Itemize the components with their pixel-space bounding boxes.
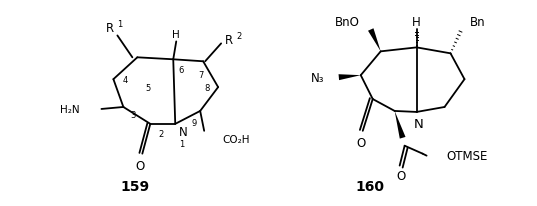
Text: H: H (412, 16, 421, 29)
Text: 2: 2 (158, 130, 164, 139)
Text: O: O (136, 159, 145, 172)
Text: BnO: BnO (335, 16, 360, 29)
Text: 1: 1 (179, 139, 184, 149)
Text: R: R (106, 22, 114, 35)
Text: 1: 1 (117, 20, 122, 29)
Text: O: O (396, 169, 405, 182)
Text: 2: 2 (236, 32, 242, 41)
Text: O: O (356, 137, 365, 150)
Text: N: N (179, 126, 187, 139)
Text: 6: 6 (178, 66, 184, 74)
Text: 160: 160 (355, 180, 384, 193)
Polygon shape (368, 29, 381, 52)
Text: N₃: N₃ (311, 71, 325, 84)
Text: CO₂H: CO₂H (222, 134, 250, 144)
Text: 4: 4 (123, 75, 128, 84)
Text: 159: 159 (121, 180, 150, 193)
Text: H: H (172, 30, 180, 40)
Text: OTMSE: OTMSE (447, 149, 488, 162)
Text: R: R (225, 34, 233, 47)
Text: 9: 9 (192, 119, 197, 128)
Polygon shape (395, 111, 405, 139)
Text: 5: 5 (146, 83, 151, 92)
Text: N: N (413, 118, 424, 131)
Text: H₂N: H₂N (60, 104, 79, 114)
Text: 7: 7 (199, 70, 204, 79)
Text: 3: 3 (130, 111, 136, 120)
Text: Bn: Bn (469, 16, 485, 29)
Polygon shape (338, 75, 361, 81)
Text: 8: 8 (205, 83, 210, 92)
